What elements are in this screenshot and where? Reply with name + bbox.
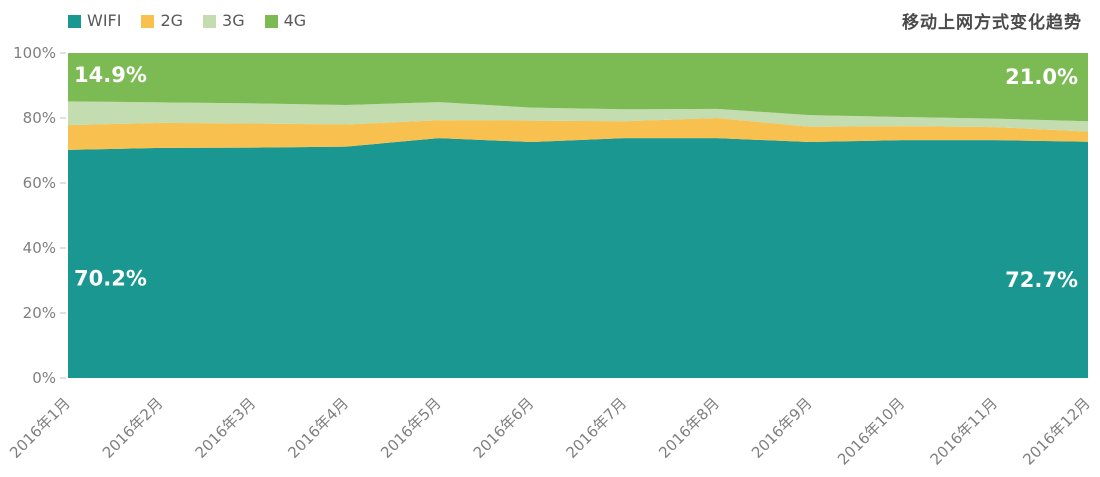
x-axis-label: 2016年10月: [834, 394, 908, 468]
y-axis-label: 40%: [23, 239, 56, 257]
y-axis-label: 60%: [23, 174, 56, 192]
x-axis-label: 2016年6月: [470, 394, 538, 462]
x-axis-label: 2016年5月: [377, 394, 445, 462]
y-axis-label: 0%: [32, 369, 56, 387]
x-axis-label: 2016年9月: [748, 394, 816, 462]
x-axis-label: 2016年11月: [927, 394, 1001, 468]
data-label-wifi-last: 72.7%: [1005, 268, 1078, 292]
x-axis-label: 2016年4月: [284, 394, 352, 462]
area-4g: [68, 53, 1088, 122]
x-axis-label: 2016年8月: [655, 394, 723, 462]
data-label-wifi-first: 70.2%: [74, 266, 147, 290]
area-3g: [68, 101, 1088, 132]
y-axis-label: 80%: [23, 109, 56, 127]
data-label-4g-last: 21.0%: [1005, 65, 1078, 89]
x-axis-label: 2016年2月: [99, 394, 167, 462]
y-axis-label: 100%: [13, 44, 56, 62]
area-2g: [68, 118, 1088, 150]
x-axis-label: 2016年3月: [192, 394, 260, 462]
x-axis-label: 2016年12月: [1019, 394, 1093, 468]
data-label-4g-first: 14.9%: [74, 63, 147, 87]
x-axis-label: 2016年7月: [563, 394, 631, 462]
area-wifi: [68, 138, 1088, 378]
y-axis-label: 20%: [23, 304, 56, 322]
x-axis-label: 2016年1月: [6, 394, 74, 462]
